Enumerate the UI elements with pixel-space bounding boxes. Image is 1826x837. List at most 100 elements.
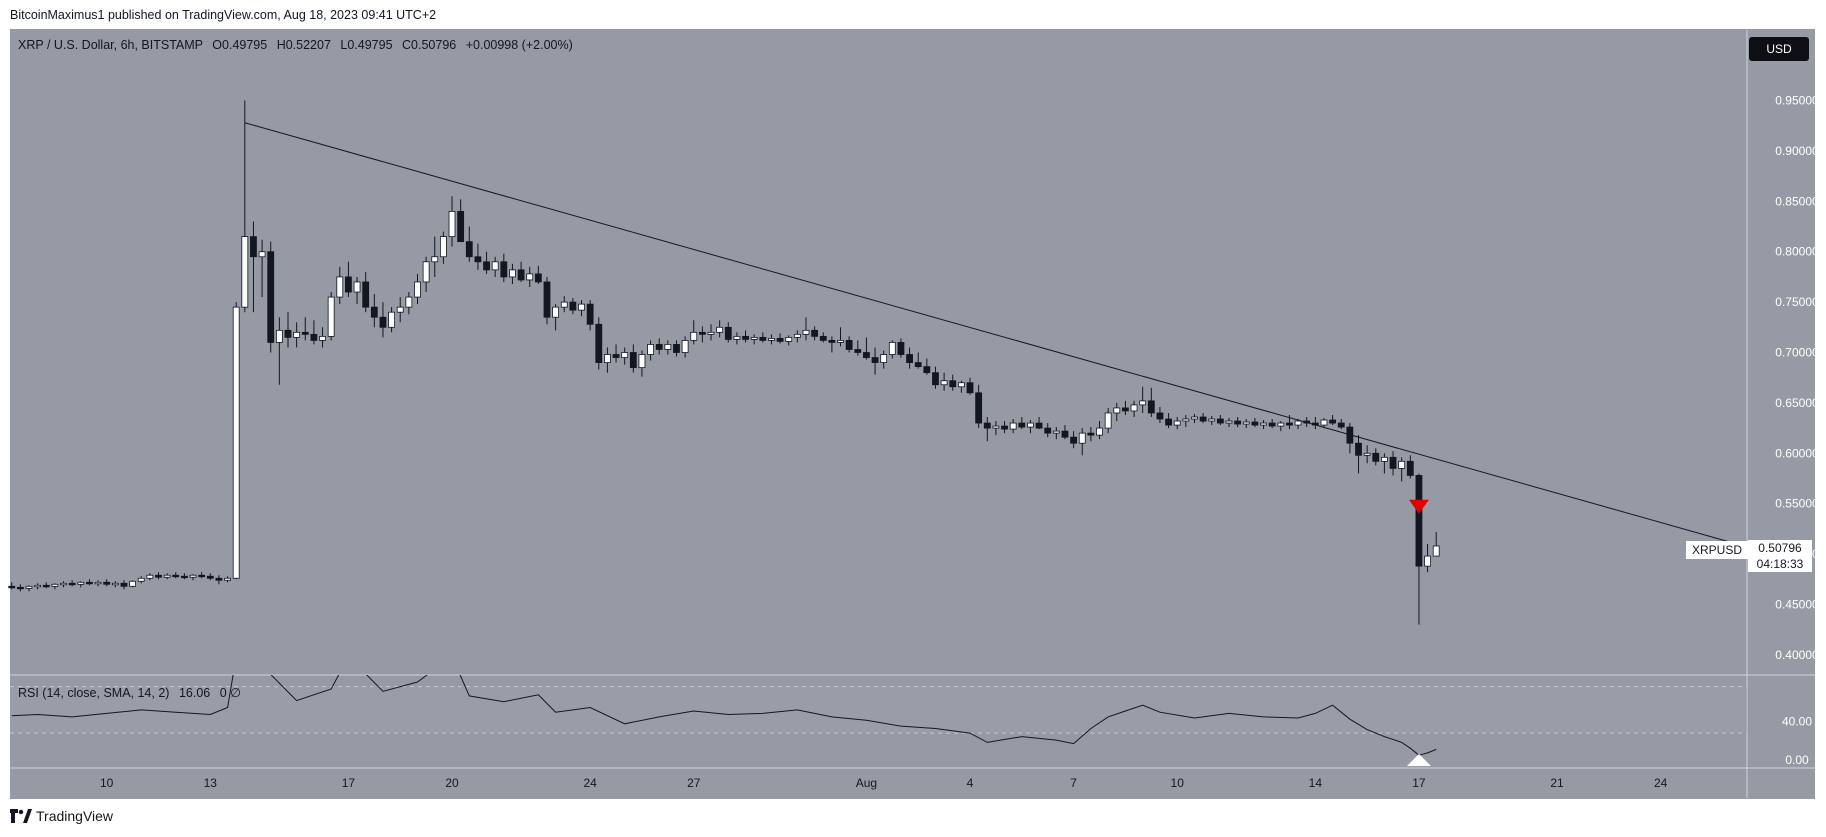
candle-body — [1389, 456, 1397, 469]
candle-body — [16, 586, 24, 590]
candle-body — [457, 211, 465, 243]
candle-body — [146, 574, 154, 579]
candle-body — [414, 281, 421, 298]
candle-body — [724, 326, 732, 340]
candle-body — [180, 575, 188, 579]
candle — [86, 579, 93, 586]
candle — [940, 372, 948, 391]
candle-body — [828, 340, 836, 343]
candle — [793, 330, 801, 343]
candle-body — [1113, 407, 1121, 414]
candle-body — [1294, 420, 1302, 426]
candle-body — [914, 362, 922, 368]
candle — [180, 573, 188, 580]
candle-body — [370, 306, 378, 318]
candle — [1381, 453, 1388, 474]
candle — [897, 338, 905, 358]
candle — [949, 374, 957, 391]
candle — [992, 421, 1000, 436]
candle — [1070, 431, 1078, 449]
candle — [1415, 473, 1423, 625]
price-tick-label: 0.60000 — [1775, 446, 1819, 460]
candle-body — [310, 333, 318, 341]
candle — [1329, 414, 1337, 426]
candle-body — [785, 336, 793, 342]
candle-body — [1035, 422, 1043, 429]
candle — [483, 251, 490, 274]
brand-name: TradingView — [36, 808, 114, 824]
candle-body — [1139, 400, 1147, 406]
candle-body — [1260, 422, 1267, 426]
candle — [465, 226, 473, 262]
candle-body — [1268, 422, 1276, 427]
candle — [1156, 406, 1164, 424]
candle — [1027, 420, 1034, 434]
candle — [1078, 428, 1086, 456]
candle-body — [1216, 418, 1224, 424]
change-value: +0.00998 (+2.00%) — [465, 38, 573, 52]
candle — [1372, 448, 1380, 466]
candle — [1173, 417, 1181, 430]
candle — [146, 573, 154, 581]
candle — [1234, 417, 1242, 428]
candle — [819, 332, 827, 343]
candle-body — [1363, 452, 1371, 456]
candle — [224, 576, 231, 583]
candle-body — [111, 582, 119, 586]
candle — [586, 300, 594, 331]
candle-body — [362, 281, 370, 308]
candle — [1268, 419, 1276, 429]
candle — [51, 583, 59, 590]
candle-body — [51, 583, 59, 587]
candle — [250, 221, 257, 313]
candle-body — [327, 296, 335, 337]
candle — [120, 580, 128, 590]
candle-body — [742, 335, 749, 340]
candle — [733, 332, 741, 345]
candle-body — [768, 337, 775, 341]
candle-body — [863, 352, 870, 358]
price-tick-label: 0.90000 — [1775, 144, 1819, 158]
candle-body — [137, 577, 145, 582]
time-tick-label: 27 — [687, 776, 701, 790]
candle-body — [1078, 432, 1086, 444]
candle-body — [793, 333, 801, 338]
candle-body — [811, 329, 819, 337]
candle — [845, 336, 853, 353]
candle — [759, 332, 767, 343]
candle-body — [258, 251, 266, 258]
candle — [1320, 418, 1328, 429]
candle-body — [543, 281, 551, 318]
candle — [1337, 419, 1345, 430]
candle-body — [1346, 426, 1354, 444]
candle — [906, 347, 913, 369]
last-price-tag: 0.50796 04:18:33 — [1748, 540, 1812, 572]
symbol-tag: XRPUSD — [1686, 541, 1749, 559]
chart-frame[interactable] — [10, 29, 1815, 799]
candle-body — [405, 296, 413, 308]
candle — [77, 581, 85, 588]
candle-body — [267, 251, 275, 343]
price-tick-label: 0.45000 — [1775, 597, 1819, 611]
candle — [1182, 414, 1190, 428]
currency-button[interactable]: USD — [1749, 37, 1809, 61]
price-axis: 0.95000 0.90000 0.85000 0.80000 0.75000 0.700… — [1775, 94, 1819, 662]
candle-body — [534, 273, 542, 283]
candle — [863, 337, 870, 360]
candle — [129, 580, 136, 588]
rsi-legend: RSI (14, close, SMA, 14, 2) 16.06 0 ∅ — [18, 685, 241, 700]
candle-body — [232, 306, 240, 579]
candle — [1104, 407, 1112, 434]
candle — [163, 573, 171, 580]
candle — [655, 338, 663, 355]
candle-body — [681, 340, 689, 353]
time-tick-label: 10 — [100, 776, 114, 790]
candle-body — [224, 577, 231, 581]
candle — [517, 261, 525, 282]
candle-body — [336, 276, 344, 298]
candle — [1311, 417, 1319, 430]
time-tick-label: 24 — [583, 776, 597, 790]
candle-body — [172, 574, 180, 578]
candle — [16, 584, 24, 592]
